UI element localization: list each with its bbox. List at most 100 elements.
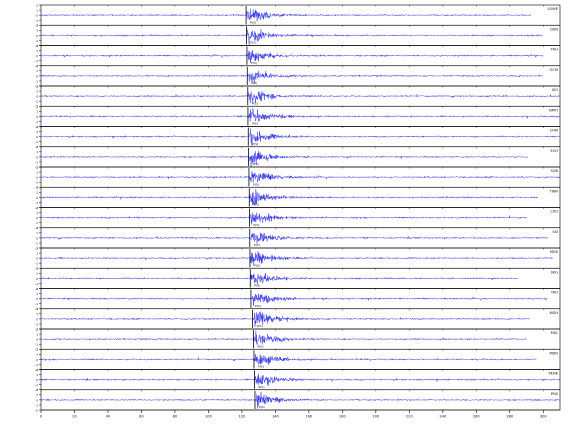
y-tick-label: 1 <box>36 312 38 316</box>
y-tick-label: -1 <box>35 221 38 225</box>
y-tick-label: -1 <box>35 343 38 347</box>
waveform-trace <box>40 128 561 146</box>
station-label: TAO <box>550 291 558 295</box>
y-tick-label: -2 <box>35 44 38 48</box>
x-tick-label: 240 <box>439 415 447 419</box>
waveform-trace <box>40 108 561 122</box>
station-label: ECH <box>551 149 559 153</box>
pick-label: P(S) <box>258 365 264 369</box>
y-tick-label: -1 <box>35 140 38 144</box>
waveform-trace <box>40 251 554 266</box>
y-tick-label: 2 <box>36 327 38 331</box>
pick-label: P(S) <box>258 385 264 389</box>
y-tick-label: 1 <box>36 110 38 114</box>
y-tick-label: -1 <box>35 322 38 326</box>
y-tick-label: -1 <box>35 201 38 205</box>
waveform-trace <box>40 392 560 409</box>
waveform-trace <box>40 29 544 46</box>
waveform-trace <box>40 373 561 386</box>
x-tick-label: 20 <box>72 415 77 419</box>
pick-label: P(S) <box>259 405 265 409</box>
pick-label: P(S) <box>251 61 257 65</box>
x-tick-label: 280 <box>506 415 514 419</box>
station-label: MSL <box>551 331 558 335</box>
x-tick-label: 80 <box>173 415 178 419</box>
y-tick-label: -2 <box>35 125 38 129</box>
y-tick-label: 0 <box>36 236 38 240</box>
pick-label: P(S) <box>251 81 257 85</box>
y-tick-label: -2 <box>35 348 38 352</box>
x-tick-label: 160 <box>305 415 313 419</box>
y-tick-label: 2 <box>36 246 38 250</box>
pick-label: P(S) <box>253 182 259 186</box>
y-tick-label: -2 <box>35 327 38 331</box>
waveform-trace <box>40 232 549 244</box>
station-label: PENK <box>549 372 559 376</box>
x-axis: 0 20 40 60 80 100 120 140 160 180 200 220 240 260 280 3… <box>40 409 560 419</box>
y-tick-label: 0 <box>36 277 38 281</box>
y-tick-label: 1 <box>36 69 38 73</box>
y-tick-label: 2 <box>36 84 38 88</box>
y-tick-label: -1 <box>35 181 38 185</box>
station-label: MDN <box>549 351 558 355</box>
y-tick-label: -1 <box>35 19 38 23</box>
waveform-trace <box>40 189 539 206</box>
y-tick-label: -1 <box>35 302 38 306</box>
station-label: TWN <box>549 189 559 193</box>
station-label: DSN <box>550 27 558 31</box>
y-tick-label: -1 <box>35 79 38 83</box>
y-tick-label: -2 <box>35 246 38 250</box>
y-tick-label: -1 <box>35 383 38 387</box>
waveform-trace <box>40 293 549 306</box>
waveform-trace <box>40 311 530 327</box>
y-tick-label: -1 <box>35 282 38 286</box>
y-tick-label: -1 <box>35 120 38 124</box>
pick-label: P(S) <box>257 324 263 328</box>
y-tick-label: 2 <box>36 125 38 129</box>
waveform-trace <box>40 150 529 167</box>
y-tick-label: -1 <box>35 160 38 164</box>
y-tick-label: 2 <box>36 307 38 311</box>
y-tick-label: 1 <box>36 251 38 255</box>
station-label: PNS <box>551 392 559 396</box>
y-tick-label: 1 <box>36 170 38 174</box>
station-label: TKH <box>550 48 559 52</box>
x-tick-label: 0 <box>40 415 43 419</box>
y-tick-label: 1 <box>36 89 38 93</box>
y-tick-label: -2 <box>35 165 38 169</box>
y-tick-label: 1 <box>36 130 38 134</box>
y-tick-label: 0 <box>36 358 38 362</box>
y-tick-label: 0 <box>36 297 38 301</box>
pick-label: P(S) <box>253 223 259 227</box>
y-tick-label: 2 <box>36 44 38 48</box>
y-tick-label: 0 <box>36 398 38 402</box>
y-tick-label: 1 <box>36 332 38 336</box>
y-tick-label: 0 <box>36 54 38 58</box>
y-tick-label: -1 <box>35 100 38 104</box>
y-tick-label: -2 <box>35 226 38 230</box>
y-tick-label: 2 <box>36 24 38 28</box>
y-tick-label: -1 <box>35 241 38 245</box>
y-tick-label: -1 <box>35 59 38 63</box>
y-tick-label: -1 <box>35 262 38 266</box>
waveform-trace <box>40 273 519 285</box>
y-tick-label: 1 <box>36 231 38 235</box>
y-tick-label: 1 <box>36 393 38 397</box>
pick-label: P(S) <box>253 162 259 166</box>
x-tick-label: 260 <box>473 415 481 419</box>
pick-label: P(S) <box>254 243 260 247</box>
station-label: SIO <box>552 88 558 92</box>
y-tick-label: -2 <box>35 388 38 392</box>
station-label: MDS <box>550 250 559 254</box>
y-tick-label: 0 <box>36 155 38 159</box>
